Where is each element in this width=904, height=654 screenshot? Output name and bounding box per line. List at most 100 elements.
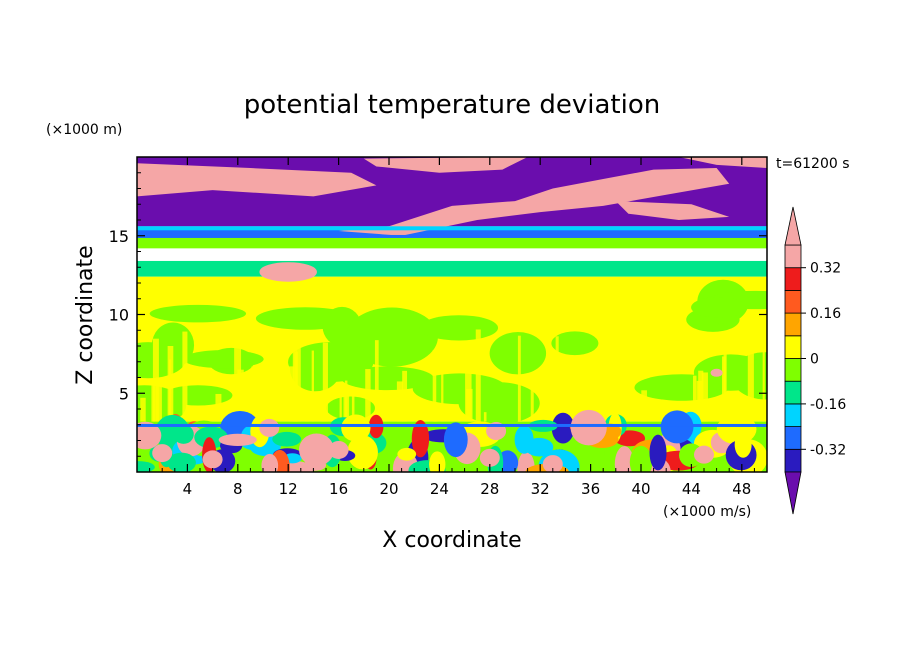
warm-center (491, 426, 502, 437)
mid-blob (290, 347, 341, 392)
streak (747, 352, 754, 422)
streak (215, 393, 222, 422)
tropopause-band (137, 226, 767, 231)
low-blob (167, 452, 196, 472)
streak (433, 404, 438, 422)
low-blob (272, 431, 302, 447)
streak (604, 376, 611, 422)
pink-blob (710, 368, 723, 377)
low-blob (629, 445, 653, 472)
streak (237, 369, 244, 422)
y-tick-label: 10 (109, 306, 129, 325)
streak (311, 350, 314, 422)
x-tick-label: 32 (531, 480, 550, 498)
x-tick-label: 48 (732, 480, 751, 498)
y-axis: 5 10 15 (109, 172, 767, 457)
streak (152, 338, 159, 422)
streak (402, 370, 408, 422)
low-blob (261, 453, 279, 472)
streak (374, 340, 379, 422)
layer-1 (137, 226, 767, 236)
colorbar-bin (784, 267, 802, 291)
low-blob (551, 412, 575, 444)
colorbar-bin (784, 289, 802, 314)
warm-center (207, 454, 218, 465)
layer-2 (137, 235, 767, 249)
mid-blob (489, 332, 547, 375)
low-blob (137, 461, 155, 472)
x-tick-label: 8 (233, 480, 243, 498)
colorbar-tick-label: 0.16 (810, 306, 841, 322)
time-label: t=61200 s (776, 156, 850, 172)
streak (483, 412, 487, 422)
mid-blob (326, 396, 375, 420)
low-blob (218, 433, 257, 446)
layer-3 (137, 260, 767, 277)
streak (263, 411, 268, 422)
low-blob (649, 434, 667, 471)
low-blob (514, 425, 534, 454)
low-blob (347, 435, 378, 470)
y-unit-label: (×1000 m) (46, 122, 122, 138)
streak (351, 393, 355, 422)
plot-area (137, 157, 767, 472)
streak (432, 349, 437, 422)
low-blob (411, 420, 430, 458)
colorbar-extend-bottom (784, 471, 802, 515)
colorbar-bin (784, 244, 802, 269)
pink-blob (259, 262, 317, 282)
colorbar-bin (784, 403, 802, 427)
mid-blob (149, 304, 247, 323)
colorbar-bin (784, 358, 802, 382)
streak (343, 395, 350, 422)
warm-center (484, 452, 495, 463)
streak (692, 375, 697, 422)
colorbar: 0.32 0.16 0 -0.16 -0.32 (784, 206, 846, 515)
low-blob (429, 451, 446, 472)
streak (339, 393, 342, 422)
low-blob (734, 431, 752, 458)
pink-patch (363, 157, 528, 173)
streak (723, 334, 727, 422)
streak (592, 387, 598, 422)
mid-blob (419, 315, 499, 341)
pink-patch (137, 163, 377, 197)
streak (155, 377, 162, 422)
colorbar-tick-label: -0.32 (810, 442, 846, 458)
streak (517, 335, 521, 422)
warm-center (333, 444, 344, 455)
low-blob (570, 409, 607, 446)
colorbar-bin (784, 335, 802, 359)
streak (320, 404, 324, 422)
low-blob (137, 421, 162, 450)
streak (585, 376, 592, 422)
streak (621, 337, 627, 422)
colorbar-tick-label: 0 (810, 352, 819, 368)
mid-blob (551, 331, 599, 356)
warm-center (699, 449, 709, 460)
mid-blob (691, 296, 747, 318)
pink-patch (615, 201, 730, 220)
pink-patch (678, 157, 767, 169)
colorbar-tick-label: -0.16 (810, 397, 846, 413)
colorbar-tick-label: 0.32 (810, 261, 841, 277)
low-blob (298, 433, 335, 467)
colorbar-bin (784, 448, 802, 473)
warm-center (157, 448, 168, 459)
x-unit-label: (×1000 m/s) (663, 504, 751, 520)
low-blob (303, 459, 327, 471)
streak (295, 332, 301, 422)
streak (151, 381, 156, 422)
mid-blob (183, 350, 264, 369)
streak (304, 399, 310, 422)
low-blob (397, 447, 417, 461)
low-blob (443, 422, 468, 458)
x-tick-label: 28 (480, 480, 499, 498)
low-blob (194, 426, 228, 449)
colorbar-bin (784, 380, 802, 405)
mid-blob (163, 385, 233, 406)
pink-patch (338, 168, 730, 236)
streak (441, 354, 444, 422)
streak (251, 366, 255, 422)
